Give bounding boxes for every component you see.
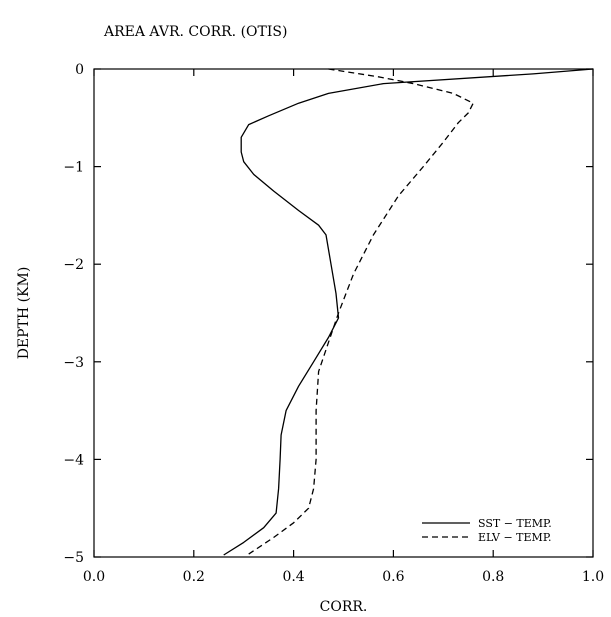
y-axis-label: DEPTH (KM)	[16, 267, 32, 360]
series-line-sst-temp	[223, 68, 594, 556]
chart-title: AREA AVR. CORR. (OTIS)	[103, 24, 287, 40]
series-layer	[223, 68, 594, 556]
x-tick-label: 0.8	[482, 569, 504, 585]
plot-area	[93, 68, 594, 558]
y-tick-label: −2	[63, 257, 84, 273]
y-tick-label: −3	[63, 355, 84, 371]
x-tick-label: 0.2	[183, 569, 205, 585]
y-tick-label: −5	[63, 550, 84, 566]
x-tick-label: 0.4	[282, 569, 304, 585]
x-tick-label: 0.0	[83, 569, 105, 585]
x-axis: 0.0 0.2 0.4 0.6 0.8 1.0	[83, 69, 604, 585]
y-tick-label: −1	[63, 160, 84, 176]
x-axis-label: CORR.	[320, 599, 368, 615]
legend-label: ELV − TEMP.	[478, 531, 551, 544]
x-tick-label: 1.0	[582, 569, 604, 585]
legend: SST − TEMP.ELV − TEMP.	[422, 517, 552, 544]
y-tick-label: 0	[75, 62, 84, 78]
y-tick-label: −4	[63, 452, 84, 468]
series-line-elv-temp	[248, 68, 474, 555]
plot-frame	[93, 68, 594, 558]
y-axis: 0 −1 −2 −3 −4 −5	[63, 62, 593, 566]
x-tick-label: 0.6	[382, 569, 404, 585]
legend-label: SST − TEMP.	[478, 517, 552, 530]
